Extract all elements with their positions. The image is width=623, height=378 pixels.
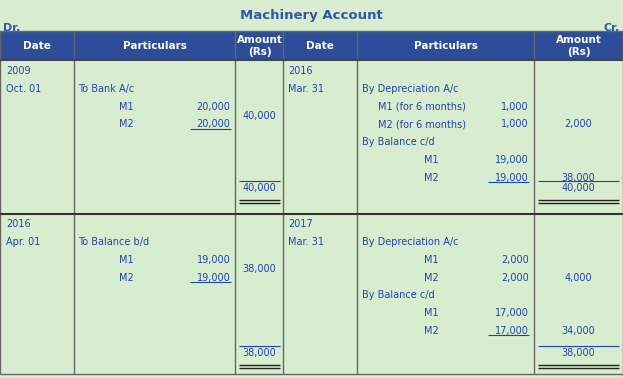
Text: Amount
(Rs): Amount (Rs) bbox=[556, 35, 601, 57]
Text: Date: Date bbox=[307, 41, 334, 51]
Text: To Balance b/d: To Balance b/d bbox=[78, 237, 150, 247]
Text: 19,000: 19,000 bbox=[197, 273, 231, 282]
Bar bbox=[74, 31, 235, 60]
Text: 38,000: 38,000 bbox=[561, 173, 596, 183]
Text: Mar. 31: Mar. 31 bbox=[288, 84, 325, 94]
Text: To Bank A/c: To Bank A/c bbox=[78, 84, 135, 94]
Text: Particulars: Particulars bbox=[414, 41, 477, 51]
Bar bbox=[235, 31, 283, 60]
Text: Cr.: Cr. bbox=[604, 23, 620, 33]
Text: By Balance c/d: By Balance c/d bbox=[362, 290, 435, 300]
Text: 20,000: 20,000 bbox=[197, 102, 231, 112]
Bar bbox=[0, 214, 623, 374]
Text: M2: M2 bbox=[119, 273, 134, 282]
Bar bbox=[0, 31, 74, 60]
Text: 19,000: 19,000 bbox=[495, 155, 529, 165]
Text: 1,000: 1,000 bbox=[502, 119, 529, 129]
Text: M2: M2 bbox=[119, 119, 134, 129]
Text: M1: M1 bbox=[424, 155, 439, 165]
Bar bbox=[0, 60, 623, 214]
Text: 20,000: 20,000 bbox=[197, 119, 231, 129]
Text: 2009: 2009 bbox=[6, 66, 31, 76]
Text: 40,000: 40,000 bbox=[561, 183, 596, 193]
Text: 34,000: 34,000 bbox=[561, 326, 596, 336]
Text: 2,000: 2,000 bbox=[564, 119, 592, 129]
Text: 2016: 2016 bbox=[6, 219, 31, 229]
Text: M1: M1 bbox=[119, 102, 133, 112]
Text: 19,000: 19,000 bbox=[197, 255, 231, 265]
Text: M1 (for 6 months): M1 (for 6 months) bbox=[378, 102, 465, 112]
Text: 17,000: 17,000 bbox=[495, 308, 529, 318]
Text: M2: M2 bbox=[424, 173, 439, 183]
Text: 38,000: 38,000 bbox=[561, 348, 596, 358]
Text: 38,000: 38,000 bbox=[242, 264, 277, 274]
Text: 4,000: 4,000 bbox=[564, 273, 592, 282]
Bar bbox=[357, 31, 534, 60]
Text: 2,000: 2,000 bbox=[501, 273, 529, 282]
Text: M2: M2 bbox=[424, 273, 439, 282]
Text: By Depreciation A/c: By Depreciation A/c bbox=[362, 237, 459, 247]
Text: M1: M1 bbox=[119, 255, 133, 265]
Bar bbox=[534, 31, 623, 60]
Text: 2,000: 2,000 bbox=[501, 255, 529, 265]
Text: 17,000: 17,000 bbox=[495, 326, 529, 336]
Text: Machinery Account: Machinery Account bbox=[240, 9, 383, 22]
Text: 1,000: 1,000 bbox=[502, 102, 529, 112]
Text: Particulars: Particulars bbox=[123, 41, 186, 51]
Text: By Balance c/d: By Balance c/d bbox=[362, 137, 435, 147]
Text: 2017: 2017 bbox=[288, 219, 313, 229]
Text: 2016: 2016 bbox=[288, 66, 313, 76]
Text: Mar. 31: Mar. 31 bbox=[288, 237, 325, 247]
Text: Date: Date bbox=[23, 41, 50, 51]
Text: 40,000: 40,000 bbox=[242, 183, 277, 193]
Text: Dr.: Dr. bbox=[3, 23, 21, 33]
Text: M2 (for 6 months): M2 (for 6 months) bbox=[378, 119, 465, 129]
Text: Oct. 01: Oct. 01 bbox=[6, 84, 42, 94]
Text: Apr. 01: Apr. 01 bbox=[6, 237, 40, 247]
Text: Amount
(Rs): Amount (Rs) bbox=[237, 35, 282, 57]
Text: 19,000: 19,000 bbox=[495, 173, 529, 183]
Text: 40,000: 40,000 bbox=[242, 110, 277, 121]
Bar bbox=[283, 31, 357, 60]
Text: 38,000: 38,000 bbox=[242, 348, 277, 358]
Text: M1: M1 bbox=[424, 308, 439, 318]
Text: M2: M2 bbox=[424, 326, 439, 336]
Text: M1: M1 bbox=[424, 255, 439, 265]
Text: By Depreciation A/c: By Depreciation A/c bbox=[362, 84, 459, 94]
